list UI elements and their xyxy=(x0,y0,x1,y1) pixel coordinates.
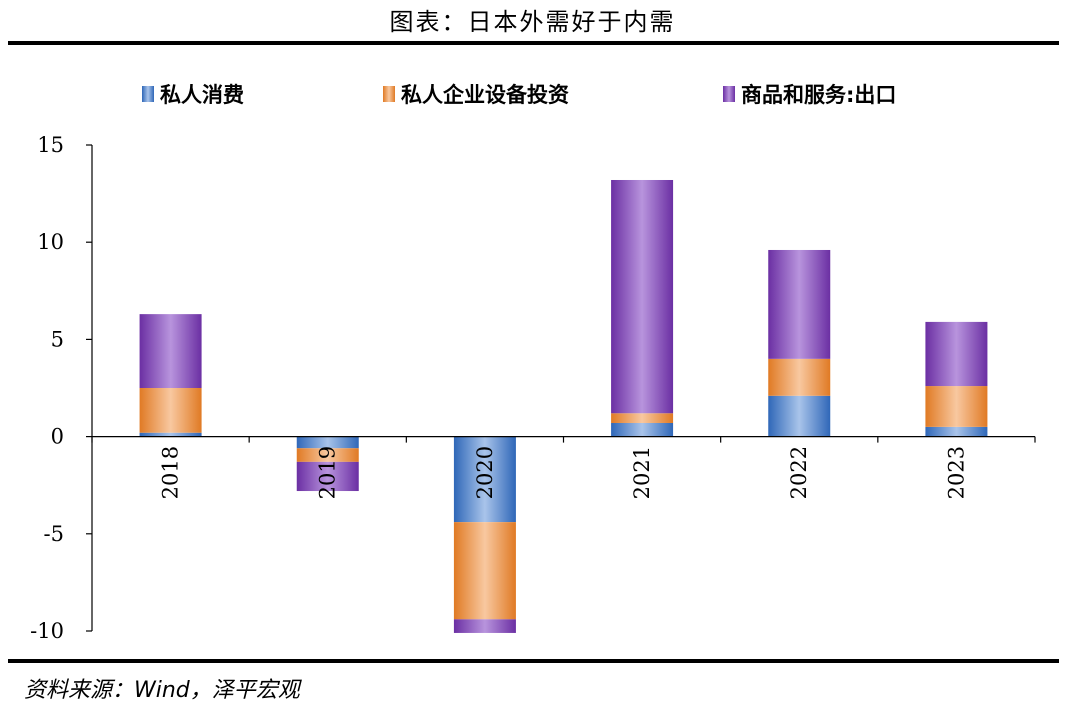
bar-exports-2021 xyxy=(611,179,674,414)
y-tick-label: 15 xyxy=(37,133,64,157)
bar-exports-2022 xyxy=(768,249,831,359)
bar-exports-2023 xyxy=(925,321,988,387)
legend: 私人消费 私人企业设备投资 商品和服务:出口 xyxy=(142,83,896,107)
bar-consumption-2020 xyxy=(453,436,516,523)
y-tick-label: 0 xyxy=(51,425,64,449)
x-tick-label-2022: 2022 xyxy=(787,446,811,499)
bar-consumption-2023 xyxy=(925,426,988,437)
bar-exports-2020 xyxy=(453,619,516,633)
y-tick-label: 10 xyxy=(37,230,64,254)
source-note: 资料来源：Wind，泽平宏观 xyxy=(24,678,300,703)
bar-consumption-2022 xyxy=(768,395,831,437)
y-tick-label: -10 xyxy=(30,619,64,643)
bar-investment-2021 xyxy=(611,413,674,423)
bar-consumption-2018 xyxy=(139,432,202,437)
bar-exports-2018 xyxy=(139,314,202,388)
bar-consumption-2019 xyxy=(296,436,359,449)
x-tick-label-2019: 2019 xyxy=(316,446,340,499)
bar-investment-2022 xyxy=(768,358,831,396)
bars-group xyxy=(139,179,988,633)
legend-swatch-consumption xyxy=(142,86,154,102)
top-rule xyxy=(8,41,1059,45)
y-tick-label: -5 xyxy=(44,522,64,546)
x-tick-label-2018: 2018 xyxy=(159,446,183,499)
bottom-rule xyxy=(8,659,1059,663)
legend-label-investment: 私人企业设备投资 xyxy=(401,83,569,107)
bar-investment-2019 xyxy=(296,448,359,462)
x-tick-label-2021: 2021 xyxy=(630,446,654,499)
bar-investment-2020 xyxy=(453,522,516,620)
x-tick-label-2023: 2023 xyxy=(944,446,968,499)
legend-swatch-investment xyxy=(383,86,395,102)
bar-investment-2018 xyxy=(139,388,202,433)
x-tick-label-2020: 2020 xyxy=(473,446,497,499)
legend-label-consumption: 私人消费 xyxy=(160,83,244,107)
legend-label-exports: 商品和服务:出口 xyxy=(741,83,896,107)
chart-title: 图表：日本外需好于内需 xyxy=(389,8,676,36)
bar-investment-2023 xyxy=(925,386,988,427)
y-tick-label: 5 xyxy=(51,327,64,351)
bar-exports-2019 xyxy=(296,461,359,492)
legend-swatch-exports xyxy=(723,86,735,102)
bar-consumption-2021 xyxy=(611,422,674,437)
axes-group: 15 10 5 0 -5 -10 2018 2019 2020 2021 2022 2023 xyxy=(30,133,1036,643)
